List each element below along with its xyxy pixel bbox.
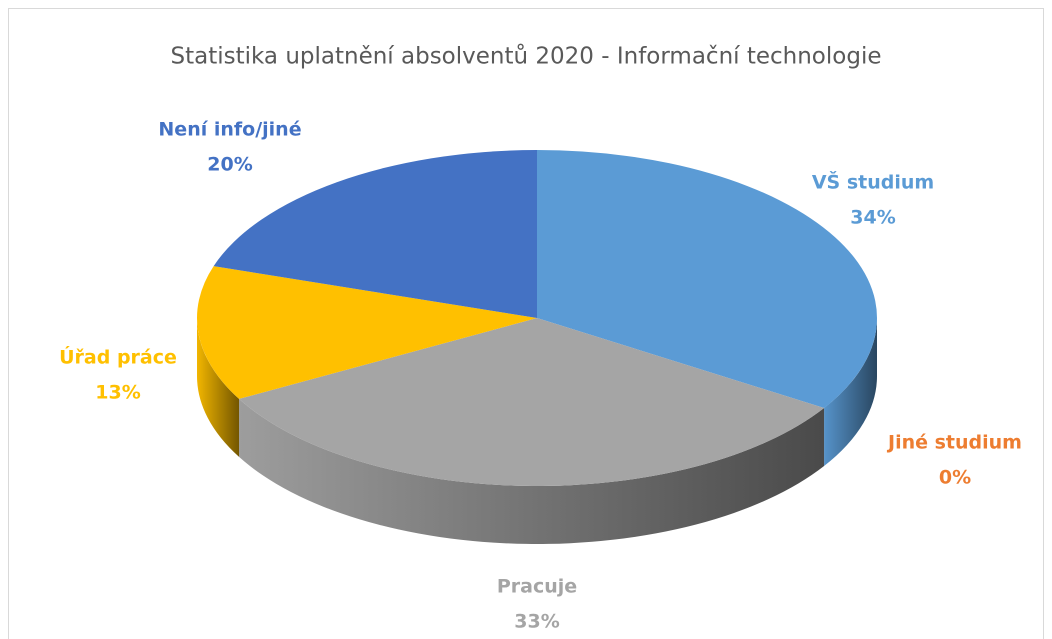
slice	[537, 150, 877, 409]
data-label-name: Úřad práce	[59, 345, 177, 369]
data-label-value: 0%	[939, 467, 971, 489]
slice-side	[197, 318, 240, 457]
data-label-name: VŠ studium	[812, 170, 934, 194]
data-label-value: 33%	[514, 611, 559, 633]
slice	[239, 318, 825, 487]
data-label-value: 34%	[850, 207, 895, 229]
slices	[197, 150, 877, 487]
slice	[213, 150, 537, 318]
data-label-name: Jiné studium	[886, 432, 1022, 454]
chart-title: Statistika uplatnění absolventů 2020 - I…	[170, 43, 881, 70]
data-label-value: 20%	[207, 154, 252, 176]
data-label-value: 13%	[95, 382, 140, 404]
data-label-name: Není info/jiné	[158, 119, 301, 141]
slice-side	[824, 318, 877, 467]
side-walls	[197, 318, 877, 544]
slice	[197, 266, 538, 399]
data-label-name: Pracuje	[497, 576, 577, 598]
slice-side	[239, 398, 825, 544]
